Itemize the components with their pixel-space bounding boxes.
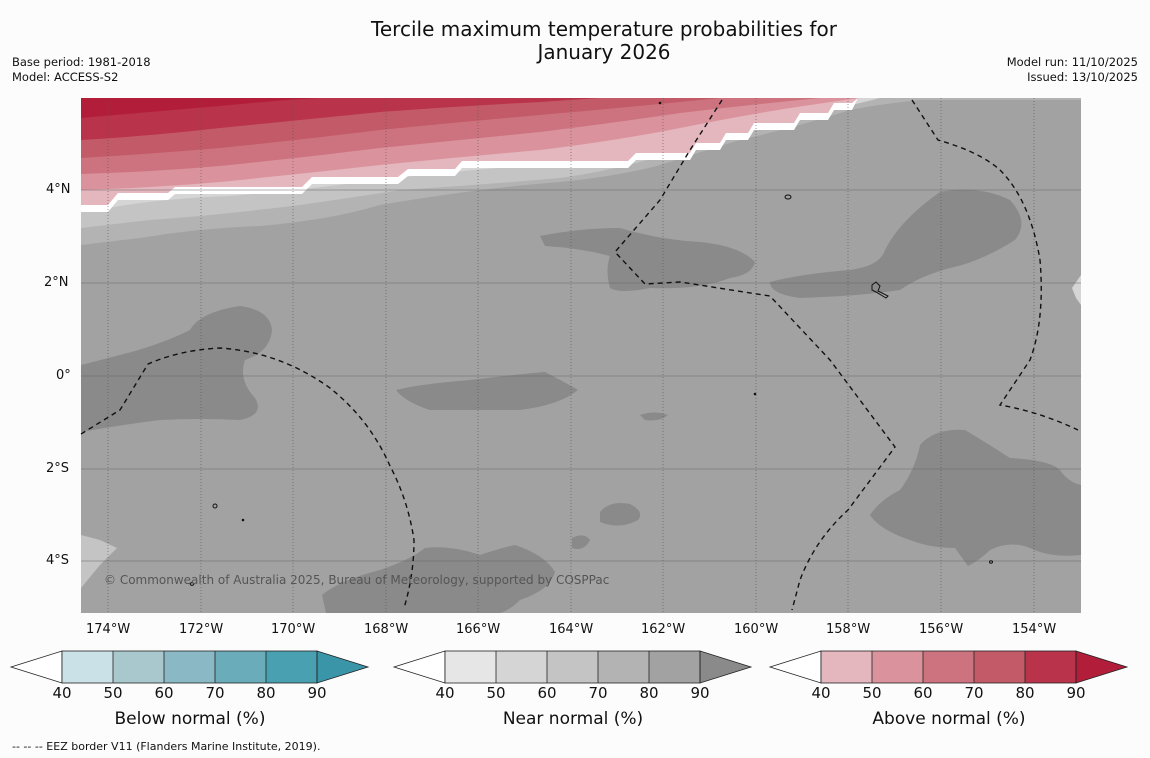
meta-right: Model run: 11/10/2025 Issued: 13/10/2025 [1007,55,1138,85]
near-normal-90-patch [600,503,641,526]
islands [189,101,993,586]
cbar-near-extend-low [392,650,446,684]
cbar-above-cell [821,651,872,683]
cbar-above-cell [872,651,923,683]
near-normal-label: Near normal (%) [502,709,644,729]
colorbar-near-normal [392,650,753,684]
above-normal-80-band [81,98,600,140]
cbar-near-cell [445,651,496,683]
cbar-above-extend-high [1075,650,1129,684]
map-title: Tercile maximum temperature probabilitie… [0,18,1150,64]
near-normal-90-patch [640,412,668,421]
eez-borders [80,99,1079,611]
cbar-tick: 40 [811,684,831,702]
lon-label: 174°W [86,622,131,637]
near-normal-90-patch [396,372,578,410]
eez-footer-note: -- -- -- EEZ border V11 (Flanders Marine… [12,740,321,753]
near-normal-50-patch [1072,275,1081,305]
cbar-above-cell [1025,651,1076,683]
cbar-below-cell [62,651,113,683]
lon-label: 168°W [364,622,409,637]
cbar-above-cell [974,651,1025,683]
cbar-above-cell [923,651,974,683]
colorbar-below-normal [9,650,370,684]
cbar-tick: 70 [205,684,225,702]
copyright-credit: © Commonwealth of Australia 2025, Bureau… [104,573,610,587]
cbar-tick: 50 [486,684,506,702]
above-normal-90-band [81,98,320,118]
cbar-tick: 40 [52,684,72,702]
cbar-above-extend-low [768,650,822,684]
lon-label: 162°W [641,622,686,637]
cbar-tick: 70 [588,684,608,702]
cbar-tick: 50 [103,684,123,702]
meta-left: Base period: 1981-2018 Model: ACCESS-S2 [12,55,151,85]
above-normal-label: Above normal (%) [872,709,1026,729]
cbar-below-cell [266,651,317,683]
lat-label: 0° [56,368,71,383]
cbar-tick: 80 [1015,684,1035,702]
title-line-2: January 2026 [537,40,671,64]
lon-label: 172°W [179,622,224,637]
cbar-tick: 70 [964,684,984,702]
cbar-tick: 90 [1066,684,1086,702]
cbar-tick: 90 [307,684,327,702]
meridian-lines [107,98,1035,613]
lon-label: 170°W [271,622,316,637]
cbar-tick: 40 [435,684,455,702]
cbar-tick: 90 [690,684,710,702]
cbar-tick: 50 [862,684,882,702]
cbar-near-cell [547,651,598,683]
lon-label: 154°W [1012,622,1057,637]
title-line-1: Tercile maximum temperature probabilitie… [371,17,837,41]
cbar-below-cell [215,651,266,683]
cbar-below-extend-high [316,650,370,684]
cbar-near-cell [496,651,547,683]
lon-label: 156°W [919,622,964,637]
grid-lines [81,189,1081,562]
model-run: Model run: 11/10/2025 [1006,55,1138,69]
lon-label: 164°W [549,622,594,637]
model-name: Model: ACCESS-S2 [12,70,119,84]
cbar-below-extend-low [9,650,63,684]
near-normal-90-patch [322,545,555,613]
colorbar-above-normal [768,650,1129,684]
issued-date: Issued: 13/10/2025 [1027,70,1138,84]
cbar-below-cell [113,651,164,683]
lon-label: 166°W [456,622,501,637]
base-period: Base period: 1981-2018 [12,55,151,69]
near-normal-90-patch [572,535,590,549]
cbar-near-cell [598,651,649,683]
cbar-tick: 60 [154,684,174,702]
cbar-below-cell [164,651,215,683]
lat-label: 2°N [44,275,69,290]
cbar-tick: 80 [256,684,276,702]
lat-label: 4°S [46,553,70,568]
lon-label: 160°W [734,622,779,637]
near-normal-90-patch [81,306,272,432]
cbar-near-cell [649,651,700,683]
cbar-tick: 60 [537,684,557,702]
lon-label: 158°W [826,622,871,637]
near-normal-90-patch [870,429,1081,566]
lat-label: 4°N [46,182,71,197]
cbar-tick: 80 [639,684,659,702]
cbar-near-extend-high [699,650,753,684]
near-normal-90-patch [770,189,1022,298]
lat-label: 2°S [46,461,70,476]
cbar-tick: 60 [913,684,933,702]
near-normal-90-patch [540,228,755,291]
below-normal-label: Below normal (%) [114,709,266,729]
